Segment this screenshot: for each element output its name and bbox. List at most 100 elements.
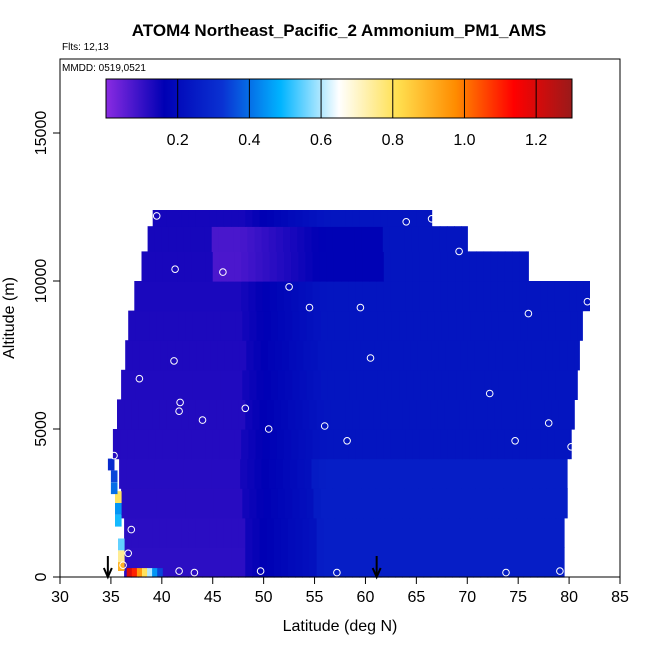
heatmap-cell — [247, 458, 255, 489]
heatmap-cell — [334, 369, 343, 400]
heatmap-cell — [377, 488, 386, 519]
heatmap-cell — [576, 281, 584, 312]
heatmap-cell — [345, 210, 353, 227]
heatmap-cell — [446, 458, 455, 489]
heatmap-cell — [125, 340, 133, 371]
heatmap-cell — [506, 488, 514, 519]
sample-point — [175, 567, 183, 575]
heatmap-cell — [178, 310, 186, 341]
heatmap-cell — [297, 226, 305, 252]
heatmap-cell — [304, 458, 313, 489]
heatmap-cell — [406, 310, 414, 341]
heatmap-cell — [305, 429, 314, 460]
sample-point — [427, 215, 436, 223]
heatmap-cell — [566, 399, 574, 430]
heatmap-cell — [212, 251, 221, 282]
heatmap-cell — [496, 458, 505, 489]
heatmap-cell — [473, 399, 482, 430]
heatmap-cell — [461, 458, 469, 489]
heatmap-cell — [456, 369, 464, 400]
heatmap-cell — [304, 226, 313, 252]
heatmap-cell — [218, 226, 227, 252]
heatmap-cell — [320, 488, 329, 519]
heatmap-cell — [463, 488, 471, 519]
heatmap-cell — [375, 458, 384, 489]
heatmap-cell — [168, 458, 177, 489]
heatmap-cell — [330, 210, 339, 227]
heatmap-cell — [216, 399, 225, 430]
heatmap-cell — [188, 547, 196, 578]
heatmap-cell — [461, 226, 468, 252]
heatmap-cell — [384, 310, 393, 341]
heatmap-cell — [361, 226, 370, 252]
heatmap-cell — [190, 226, 198, 252]
heatmap-cell — [455, 429, 463, 460]
heatmap-cell — [345, 517, 353, 548]
heatmap-cell — [541, 369, 550, 400]
heatmap-cell — [292, 488, 300, 519]
heatmap-cell — [426, 429, 435, 460]
heatmap-cell — [352, 210, 360, 227]
heatmap-cell — [456, 310, 464, 341]
heatmap-cell — [460, 340, 468, 371]
heatmap-cell — [283, 458, 291, 489]
heatmap-cell — [292, 369, 300, 400]
heatmap-cell — [341, 251, 349, 282]
heatmap-cell — [323, 210, 332, 227]
heatmap-cell — [327, 310, 336, 341]
heatmap-cell — [188, 399, 196, 430]
heatmap-cell — [424, 340, 433, 371]
heatmap-cell — [423, 210, 432, 227]
heatmap-cell — [255, 281, 264, 312]
heatmap-cell — [553, 458, 562, 489]
heatmap-cell — [395, 399, 403, 430]
heatmap-cell — [166, 547, 175, 578]
heatmap-cell — [152, 547, 161, 578]
heatmap-cell — [112, 429, 121, 460]
heatmap-cell — [124, 547, 132, 578]
heatmap-cell — [192, 369, 201, 400]
sample-point — [305, 303, 314, 312]
x-tick-label: 70 — [458, 589, 476, 606]
sample-point — [567, 443, 575, 451]
heatmap-cell — [476, 251, 485, 282]
heatmap-cell — [256, 488, 265, 519]
heatmap-cell — [266, 399, 275, 430]
heatmap-cell — [476, 281, 485, 312]
heatmap-cell — [228, 369, 236, 400]
heatmap-cell — [416, 517, 425, 548]
heatmap-cell — [380, 517, 389, 548]
y-axis: 0 5000 10000 15000 — [33, 111, 60, 581]
heatmap-cell — [303, 340, 311, 371]
heatmap-cell — [273, 547, 282, 578]
heatmap-cell — [170, 281, 178, 312]
heatmap-cell — [409, 210, 417, 227]
heatmap-cell — [352, 547, 360, 578]
heatmap-cell — [356, 488, 364, 519]
heatmap-cell — [520, 310, 528, 341]
heatmap-cell — [498, 369, 507, 400]
heatmap-cell — [273, 517, 282, 548]
heatmap-cell — [419, 251, 428, 282]
heatmap-cell — [167, 340, 176, 371]
heatmap-cell — [439, 458, 448, 489]
heatmap-cell — [370, 369, 379, 400]
heatmap-cell — [204, 226, 213, 252]
heatmap-cell — [495, 340, 504, 371]
heatmap-cell — [340, 226, 348, 252]
heatmap-cell — [570, 310, 578, 341]
heatmap-cell — [177, 281, 185, 312]
low-level-hotspot — [107, 458, 163, 577]
heatmap-cell — [513, 488, 521, 519]
heatmap-cell — [476, 429, 485, 460]
heatmap-cell — [261, 226, 270, 252]
heatmap-cell — [538, 340, 547, 371]
heatmap-cell — [295, 517, 303, 548]
heatmap-cell — [341, 429, 349, 460]
heatmap-cell — [526, 429, 534, 460]
heatmap-cell — [302, 517, 310, 548]
heatmap-cell — [240, 226, 248, 252]
heatmap-cell — [459, 547, 467, 578]
heatmap-cell — [224, 340, 233, 371]
heatmap-cell — [145, 517, 154, 548]
